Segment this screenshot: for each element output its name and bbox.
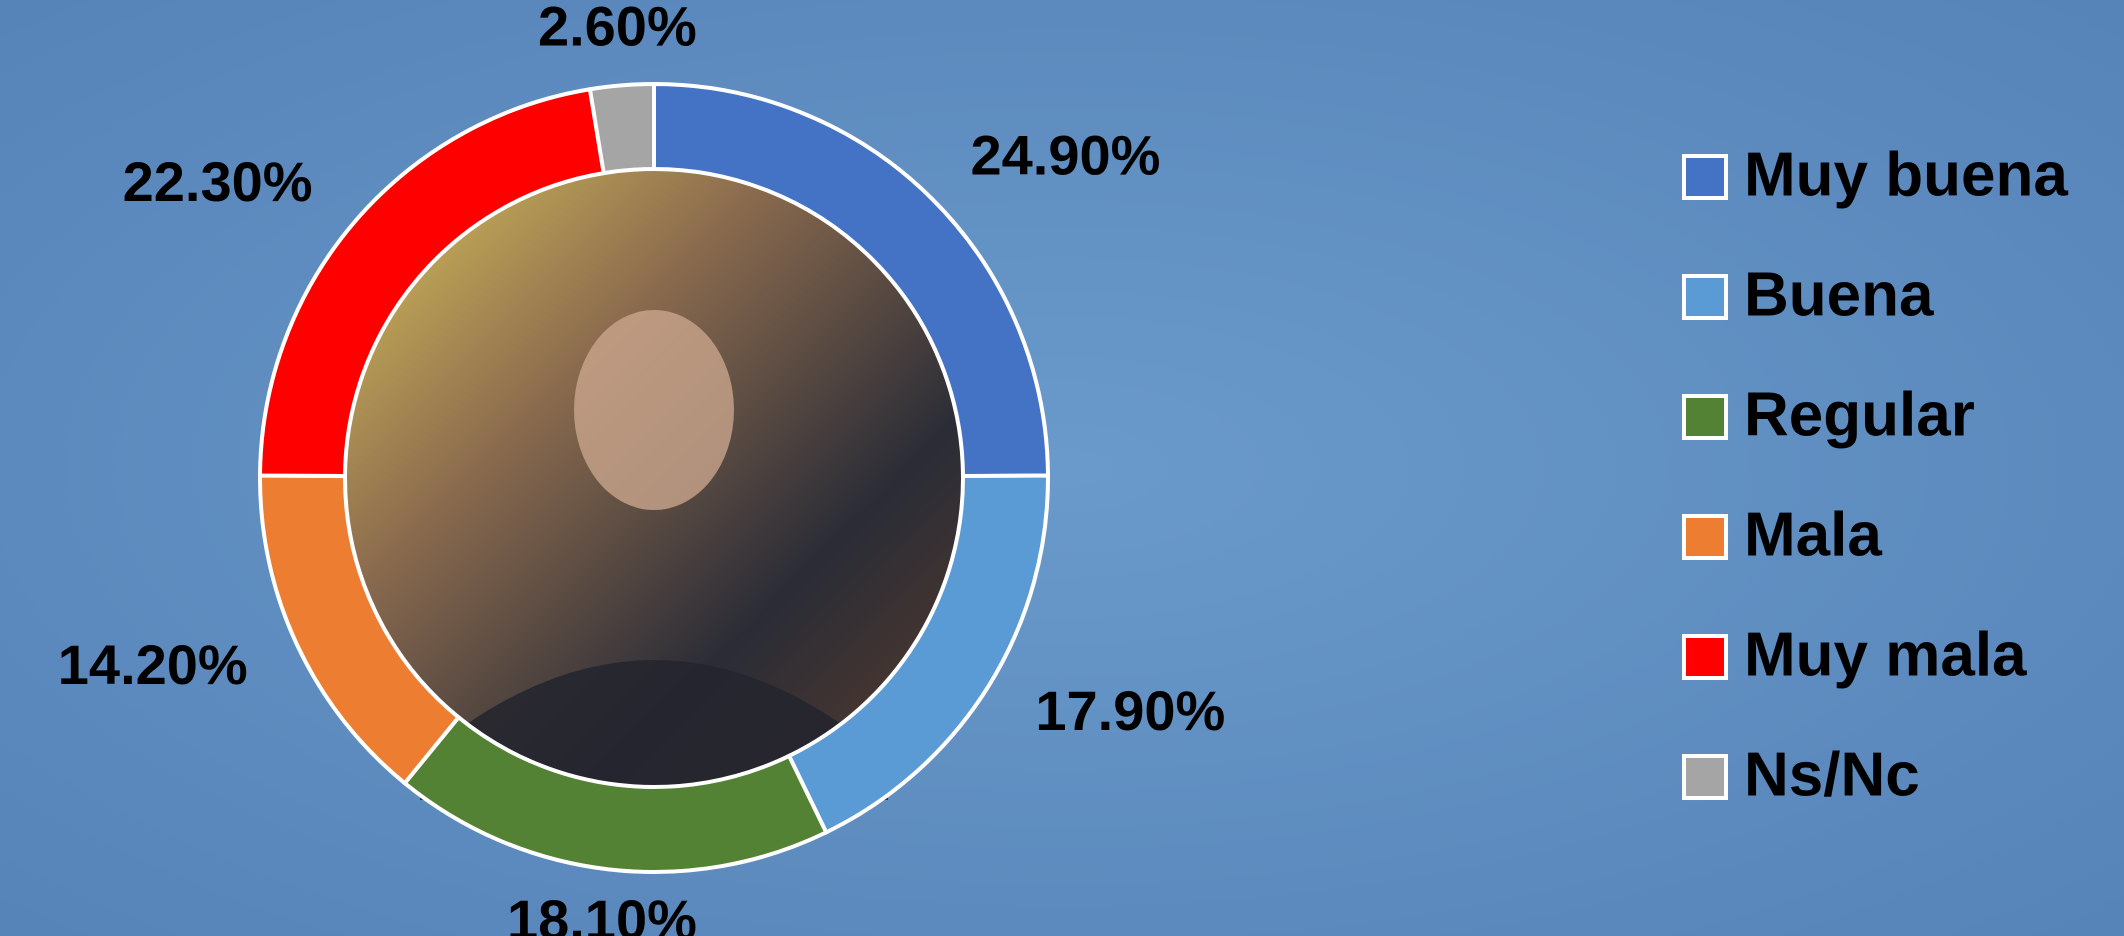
legend-swatch (1682, 154, 1728, 200)
legend-label: Mala (1744, 500, 1882, 569)
data-label: 22.30% (123, 150, 313, 213)
legend-label: Muy mala (1744, 620, 2027, 689)
legend-swatch (1682, 514, 1728, 560)
legend-label: Regular (1744, 380, 1975, 449)
legend-swatch (1682, 274, 1728, 320)
photo-face (574, 310, 734, 510)
legend-swatch (1682, 634, 1728, 680)
donut (345, 169, 963, 800)
data-label: 2.60% (538, 0, 697, 57)
legend-swatch (1682, 754, 1728, 800)
legend-swatch (1682, 394, 1728, 440)
legend-label: Ns/Nc (1744, 740, 1920, 809)
legend-label: Buena (1744, 260, 1934, 329)
data-label: 17.90% (1035, 679, 1225, 742)
legend-label: Muy buena (1744, 140, 2068, 209)
data-label: 24.90% (970, 123, 1160, 186)
data-label: 18.10% (507, 888, 697, 936)
data-label: 14.20% (58, 633, 248, 696)
slice (587, 81, 656, 176)
